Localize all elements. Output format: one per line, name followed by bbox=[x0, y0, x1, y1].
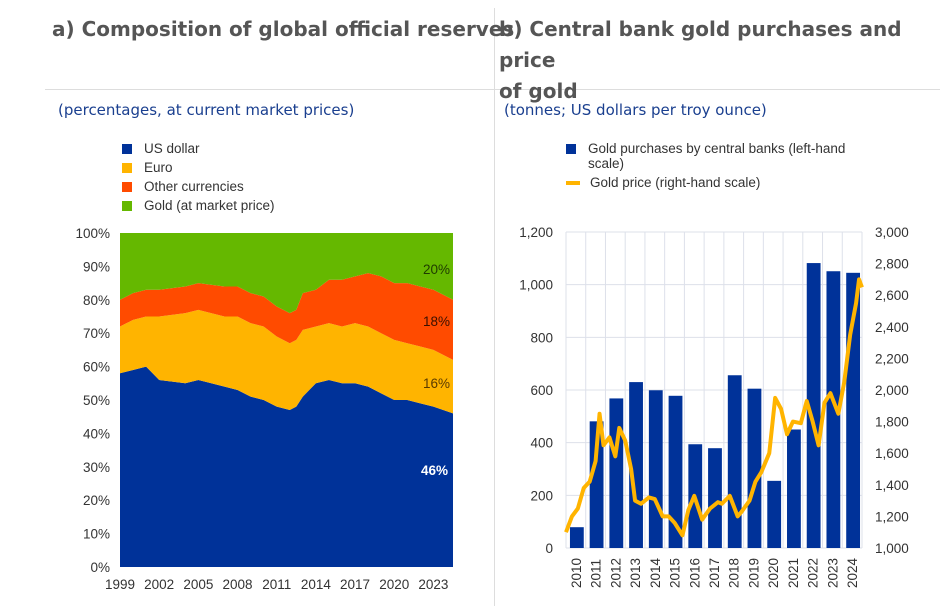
y-tick-left: 1,000 bbox=[519, 278, 553, 293]
area-other bbox=[120, 273, 453, 360]
x-tick-a: 2008 bbox=[223, 577, 253, 592]
y-tick-a: 70% bbox=[83, 326, 110, 341]
bar-2023 bbox=[826, 271, 841, 548]
legend-purchases: Gold purchases by central banks (left-ha… bbox=[566, 141, 876, 175]
y-tick-right: 1,400 bbox=[875, 478, 909, 493]
x-tick-b: 2017 bbox=[707, 558, 722, 588]
bar-2021 bbox=[787, 429, 801, 548]
x-tick-b: 2012 bbox=[608, 558, 623, 588]
label-euro: 16% bbox=[423, 376, 450, 391]
x-tick-b: 2015 bbox=[668, 558, 683, 588]
x-tick-b: 2023 bbox=[825, 558, 840, 588]
y-tick-a: 100% bbox=[75, 226, 110, 241]
label-usd: 46% bbox=[421, 463, 448, 478]
bar-2013 bbox=[629, 382, 643, 548]
y-tick-right: 1,800 bbox=[875, 415, 909, 430]
y-tick-a: 80% bbox=[83, 293, 110, 308]
legend-other: Other currencies bbox=[122, 179, 275, 198]
y-tick-right: 2,800 bbox=[875, 257, 909, 272]
x-tick-a: 2002 bbox=[144, 577, 174, 592]
x-tick-a: 1999 bbox=[105, 577, 135, 592]
bar-2017 bbox=[708, 448, 722, 548]
panel-divider bbox=[494, 8, 495, 606]
bar-2018 bbox=[727, 375, 742, 548]
x-tick-b: 2013 bbox=[628, 558, 643, 588]
x-tick-b: 2011 bbox=[589, 559, 604, 588]
y-tick-a: 60% bbox=[83, 360, 110, 375]
x-tick-b: 2024 bbox=[845, 557, 860, 588]
area-us bbox=[120, 366, 453, 567]
bar-2011 bbox=[589, 421, 604, 548]
bar-2022 bbox=[806, 263, 821, 548]
bar-2020 bbox=[767, 480, 782, 548]
x-tick-b: 2016 bbox=[687, 558, 702, 588]
y-tick-right: 1,000 bbox=[875, 541, 909, 556]
y-tick-right: 3,000 bbox=[875, 225, 909, 240]
bar-2014 bbox=[648, 390, 663, 548]
y-tick-right: 1,600 bbox=[875, 446, 909, 461]
x-tick-a: 2023 bbox=[418, 577, 448, 592]
panel-b-subtitle: (tonnes; US dollars per troy ounce) bbox=[504, 101, 767, 119]
bar-2015 bbox=[668, 395, 683, 548]
x-tick-a: 2020 bbox=[379, 577, 409, 592]
y-tick-right: 2,400 bbox=[875, 320, 909, 335]
y-tick-left: 1,200 bbox=[519, 225, 553, 240]
bar-2012 bbox=[609, 398, 624, 548]
area-euro bbox=[120, 309, 453, 414]
x-tick-b: 2018 bbox=[727, 558, 742, 588]
x-tick-b: 2014 bbox=[648, 557, 663, 588]
panel-b-title-line1: b) Central bank gold purchases and price bbox=[499, 17, 902, 72]
bar-2010 bbox=[569, 527, 584, 548]
y-tick-left: 800 bbox=[530, 330, 553, 345]
x-tick-b: 2021 bbox=[786, 558, 801, 588]
x-tick-b: 2019 bbox=[746, 558, 761, 588]
y-tick-left: 200 bbox=[530, 488, 553, 503]
x-tick-a: 2005 bbox=[183, 577, 213, 592]
legend-euro: Euro bbox=[122, 160, 275, 179]
header-divider bbox=[45, 89, 940, 90]
legend-price: Gold price (right-hand scale) bbox=[566, 175, 876, 194]
legend-usd: US dollar bbox=[122, 141, 275, 160]
x-tick-b: 2010 bbox=[569, 558, 584, 588]
panel-b-title-line2: of gold bbox=[499, 79, 578, 103]
y-tick-left: 0 bbox=[545, 541, 553, 556]
y-tick-right: 2,000 bbox=[875, 383, 909, 398]
y-tick-right: 1,200 bbox=[875, 509, 909, 524]
y-tick-a: 10% bbox=[83, 527, 110, 542]
label-other: 18% bbox=[423, 314, 450, 329]
y-tick-a: 20% bbox=[83, 493, 110, 508]
y-tick-left: 400 bbox=[530, 436, 553, 451]
area-gold bbox=[120, 233, 453, 314]
y-tick-a: 50% bbox=[83, 393, 110, 408]
y-tick-a: 40% bbox=[83, 426, 110, 441]
panel-a-subtitle: (percentages, at current market prices) bbox=[58, 101, 355, 119]
legend-a: US dollar Euro Other currencies Gold (at… bbox=[122, 141, 275, 217]
y-tick-right: 2,200 bbox=[875, 351, 909, 366]
x-tick-a: 2011 bbox=[262, 577, 291, 592]
y-tick-a: 90% bbox=[83, 259, 110, 274]
x-tick-a: 2017 bbox=[340, 577, 370, 592]
panel-b-title: b) Central bank gold purchases and price… bbox=[499, 14, 940, 107]
y-tick-left: 600 bbox=[530, 383, 553, 398]
bar-2019 bbox=[747, 388, 762, 548]
y-tick-a: 0% bbox=[90, 560, 110, 575]
x-tick-a: 2014 bbox=[301, 577, 332, 592]
y-tick-a: 30% bbox=[83, 460, 110, 475]
gold-price-line bbox=[564, 277, 864, 538]
legend-gold: Gold (at market price) bbox=[122, 198, 275, 217]
legend-b: Gold purchases by central banks (left-ha… bbox=[566, 141, 876, 194]
panel-a-title: a) Composition of global official reserv… bbox=[52, 17, 515, 41]
y-tick-right: 2,600 bbox=[875, 288, 909, 303]
x-tick-b: 2020 bbox=[766, 558, 781, 588]
label-gold: 20% bbox=[423, 262, 450, 277]
x-tick-b: 2022 bbox=[806, 558, 821, 588]
